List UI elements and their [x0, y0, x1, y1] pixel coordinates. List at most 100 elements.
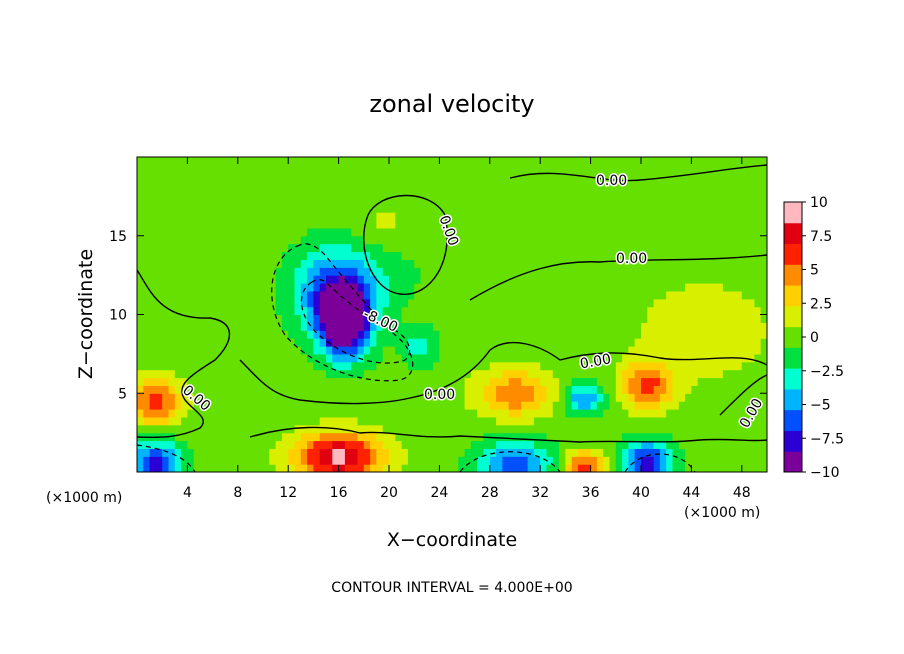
field-cell	[149, 180, 157, 190]
field-cell	[722, 401, 730, 410]
field-cell	[748, 227, 755, 237]
field-cell	[344, 338, 352, 347]
field-cell	[256, 416, 264, 426]
field-cell	[470, 204, 478, 213]
field-cell	[143, 322, 151, 331]
field-cell	[678, 220, 686, 229]
field-cell	[464, 416, 472, 426]
field-cell	[363, 338, 371, 347]
field-cell	[357, 330, 365, 339]
field-cell	[672, 314, 680, 323]
field-cell	[382, 227, 390, 237]
field-cell	[685, 196, 692, 205]
field-cell	[603, 157, 611, 166]
field-cell	[250, 259, 258, 268]
field-cell	[382, 212, 390, 221]
field-cell	[155, 188, 163, 197]
field-cell	[678, 385, 686, 394]
field-cell	[748, 393, 755, 402]
field-cell	[332, 361, 340, 371]
field-cell	[710, 409, 718, 418]
field-cell	[357, 416, 365, 426]
field-cell	[496, 385, 503, 394]
field-cell	[275, 172, 283, 182]
field-cell	[307, 259, 314, 268]
field-cell	[477, 164, 485, 174]
field-cell	[433, 314, 440, 323]
field-cell	[376, 180, 384, 190]
field-cell	[269, 353, 277, 363]
field-cell	[634, 361, 642, 371]
field-cell	[716, 432, 724, 442]
field-cell	[470, 361, 478, 371]
field-cell	[445, 330, 453, 339]
field-cell	[231, 432, 239, 442]
field-cell	[483, 424, 491, 434]
field-cell	[578, 251, 585, 260]
field-cell	[628, 220, 636, 229]
field-cell	[155, 401, 163, 410]
field-cell	[571, 440, 579, 449]
field-cell	[326, 188, 333, 197]
field-cell	[231, 330, 239, 339]
field-cell	[722, 314, 730, 323]
field-cell	[426, 416, 434, 426]
field-cell	[760, 196, 767, 205]
field-cell	[288, 456, 296, 465]
field-cell	[395, 385, 403, 394]
field-cell	[250, 180, 258, 190]
field-cell	[218, 251, 226, 260]
field-cell	[212, 227, 220, 237]
field-cell	[174, 322, 182, 331]
field-cell	[540, 283, 548, 292]
field-cell	[578, 369, 585, 379]
field-cell	[338, 377, 346, 386]
field-cell	[426, 456, 434, 465]
field-cell	[407, 188, 415, 197]
field-cell	[382, 416, 390, 426]
field-cell	[653, 385, 661, 394]
field-cell	[477, 220, 485, 229]
field-cell	[489, 330, 497, 339]
field-cell	[143, 251, 151, 260]
field-cell	[206, 275, 214, 284]
field-cell	[174, 393, 182, 402]
field-cell	[439, 448, 447, 457]
field-cell	[395, 220, 403, 229]
field-cell	[496, 401, 503, 410]
field-cell	[615, 235, 623, 245]
field-cell	[137, 227, 144, 237]
field-cell	[363, 424, 371, 434]
field-cell	[332, 220, 340, 229]
field-cell	[685, 164, 692, 174]
field-cell	[256, 164, 264, 174]
field-cell	[571, 220, 579, 229]
field-cell	[641, 180, 648, 190]
field-cell	[206, 464, 214, 472]
field-cell	[697, 251, 705, 260]
field-cell	[294, 353, 302, 363]
field-cell	[143, 361, 151, 371]
field-cell	[250, 338, 258, 347]
field-cell	[622, 456, 629, 465]
field-cell	[420, 212, 428, 221]
field-cell	[256, 243, 264, 253]
field-cell	[464, 409, 472, 418]
field-cell	[546, 338, 554, 347]
field-cell	[237, 212, 245, 221]
field-cell	[452, 440, 459, 449]
field-cell	[363, 369, 371, 379]
field-cell	[622, 283, 629, 292]
field-cell	[622, 409, 629, 418]
field-cell	[748, 235, 755, 245]
field-cell	[281, 251, 289, 260]
field-cell	[559, 314, 566, 323]
field-cell	[326, 290, 333, 300]
field-cell	[634, 330, 642, 339]
field-cell	[697, 172, 705, 182]
field-cell	[389, 353, 396, 363]
field-cell	[294, 416, 302, 426]
field-cell	[281, 448, 289, 457]
field-cell	[590, 369, 598, 379]
field-cell	[363, 330, 371, 339]
